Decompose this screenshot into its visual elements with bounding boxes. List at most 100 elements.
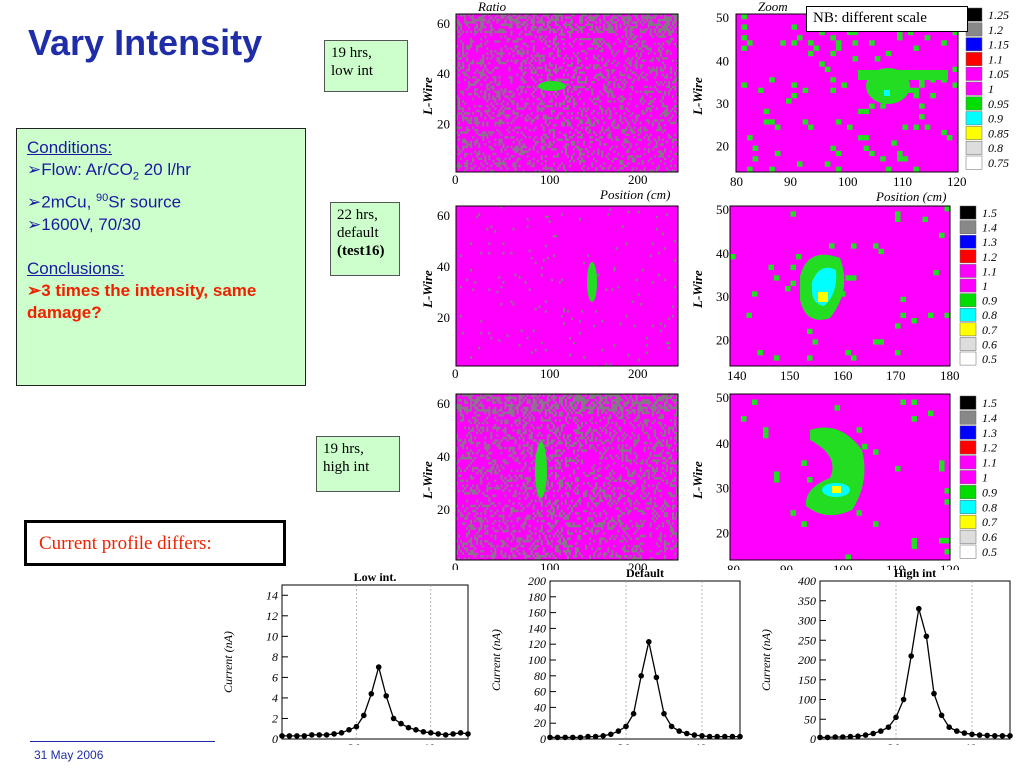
footer-date: 31 May 2006 [34, 748, 104, 762]
scale-label: 0.6 [982, 337, 997, 351]
zoom-y-label: L-Wire [690, 77, 705, 116]
chart-title: Low int. [354, 570, 397, 584]
ratio-x-tick: 200 [628, 560, 648, 570]
chart-data-point [608, 731, 614, 738]
chart-data-point [413, 727, 419, 733]
chart-y-tick: 10 [266, 629, 278, 643]
scale-swatch [965, 66, 983, 81]
chart-y-label: Current (nA) [759, 629, 773, 691]
chart-y-tick: 60 [534, 685, 546, 699]
scale-swatch [959, 351, 977, 366]
scale-swatch [959, 514, 977, 529]
chart-data-point [824, 734, 831, 741]
scale-swatch [959, 455, 977, 470]
ratio-y-tick: 20 [437, 502, 450, 517]
chart-data-point [691, 732, 698, 738]
zoom-x-tick: 160 [833, 368, 853, 383]
zoom-x-tick: 170 [886, 368, 906, 383]
zoom-y-tick: 30 [716, 96, 729, 111]
chart-data-point [1007, 733, 1013, 739]
scale-swatch [959, 395, 977, 410]
zoom-y-tick: 50 [716, 10, 729, 25]
chart-data-point [346, 727, 352, 733]
zoom-panel: Zoom L-Wire 50 40 30 20 80 90 100 110 120Position … [690, 0, 967, 204]
scale-label: 0.7 [982, 323, 998, 337]
ratio-damage-spot [587, 262, 597, 302]
scale-label: 1.2 [988, 23, 1003, 37]
chart-data-point [946, 724, 952, 730]
chart-data-point [900, 696, 907, 703]
scale-label: 1.1 [982, 456, 997, 470]
chart-y-tick: 80 [534, 669, 546, 683]
ratio-y-tick: 40 [437, 449, 450, 464]
scale-label: 0.8 [982, 308, 997, 322]
chart-data-point [368, 691, 375, 697]
chart-data-point [923, 633, 930, 640]
scale-label: 1.2 [982, 250, 997, 264]
scale-label: 1 [982, 471, 988, 485]
scale-swatch [959, 307, 977, 322]
conclusions-heading: Conclusions: [27, 259, 125, 279]
chart-data-point [554, 734, 561, 741]
chart-data-point [585, 733, 591, 740]
zoom-frame [729, 205, 951, 367]
chart-data-point [375, 664, 382, 670]
chart-data-point [405, 724, 412, 731]
ratio-x-tick: 200 [628, 366, 648, 381]
scale-swatch [959, 293, 977, 307]
chart-data-point [428, 730, 434, 736]
scale-label: 1.5 [982, 206, 997, 220]
current-profile-note: Current profile differs: [24, 520, 286, 566]
zoom-y-tick: 20 [716, 139, 729, 154]
condition-flow: ➢Flow: Ar/CO2 20 l/hr [27, 160, 191, 183]
chart-data-point [646, 639, 652, 645]
ratio-y-label: L-Wire [420, 270, 435, 309]
scale-label: 1.3 [982, 235, 997, 249]
chart-y-tick: 8 [272, 650, 278, 664]
zoom-x-tick: 120 [947, 174, 967, 189]
chart-y-tick: 350 [797, 594, 816, 608]
chart-y-tick: 14 [266, 588, 278, 602]
chart-data-point [699, 733, 705, 739]
chart-data-point [870, 730, 876, 737]
ratio-damage-spot [535, 442, 547, 498]
condition-source: ➢2mCu, 90Sr source [27, 192, 182, 213]
chart-data-point [442, 732, 449, 738]
chart-data-point [969, 731, 975, 738]
chart-y-label: Current (nA) [489, 629, 503, 691]
ratio-y-label: L-Wire [420, 461, 435, 500]
scale-swatch [965, 140, 983, 155]
colour-scale: 1.51.41.31.21.110.90.80.70.60.5 [959, 395, 998, 559]
zoom-y-tick: 20 [716, 525, 729, 540]
zoom-damage-spot [805, 427, 865, 516]
chart-y-tick: 180 [528, 590, 546, 604]
scale-swatch [965, 155, 983, 170]
ratio-y-tick: 20 [437, 117, 450, 132]
scale-swatch [959, 249, 977, 264]
zoom-background [736, 14, 958, 172]
scale-swatch [959, 485, 977, 500]
footer-divider [30, 741, 215, 742]
chart-data-point [294, 733, 300, 739]
zoom-x-label: Position (cm) [875, 189, 946, 204]
chart-y-tick: 100 [798, 693, 816, 707]
ratio-x-tick: 0 [452, 560, 459, 570]
scale-swatch [965, 111, 983, 126]
chart-y-tick: 200 [798, 653, 816, 667]
ratio-y-tick: 60 [437, 396, 450, 411]
current-profile-charts: 304002468101214Low int.WireCurrent (nA)3… [221, 566, 1013, 745]
chart-data-point [954, 728, 960, 734]
chart-data-point [976, 732, 983, 738]
chart-data-point [323, 732, 330, 738]
chart-data-point [885, 724, 892, 730]
chart-data-point [840, 734, 846, 740]
chart-data-point [916, 605, 922, 612]
scale-label: 0.8 [988, 141, 1003, 155]
chart-data-point [638, 673, 644, 679]
chart-data-point [676, 728, 682, 734]
conditions-box: Conditions: ➢Flow: Ar/CO2 20 l/hr ➢2mCu,… [16, 128, 306, 386]
ratio-y-tick: 60 [437, 208, 450, 223]
zoom-y-tick: 40 [716, 53, 729, 68]
